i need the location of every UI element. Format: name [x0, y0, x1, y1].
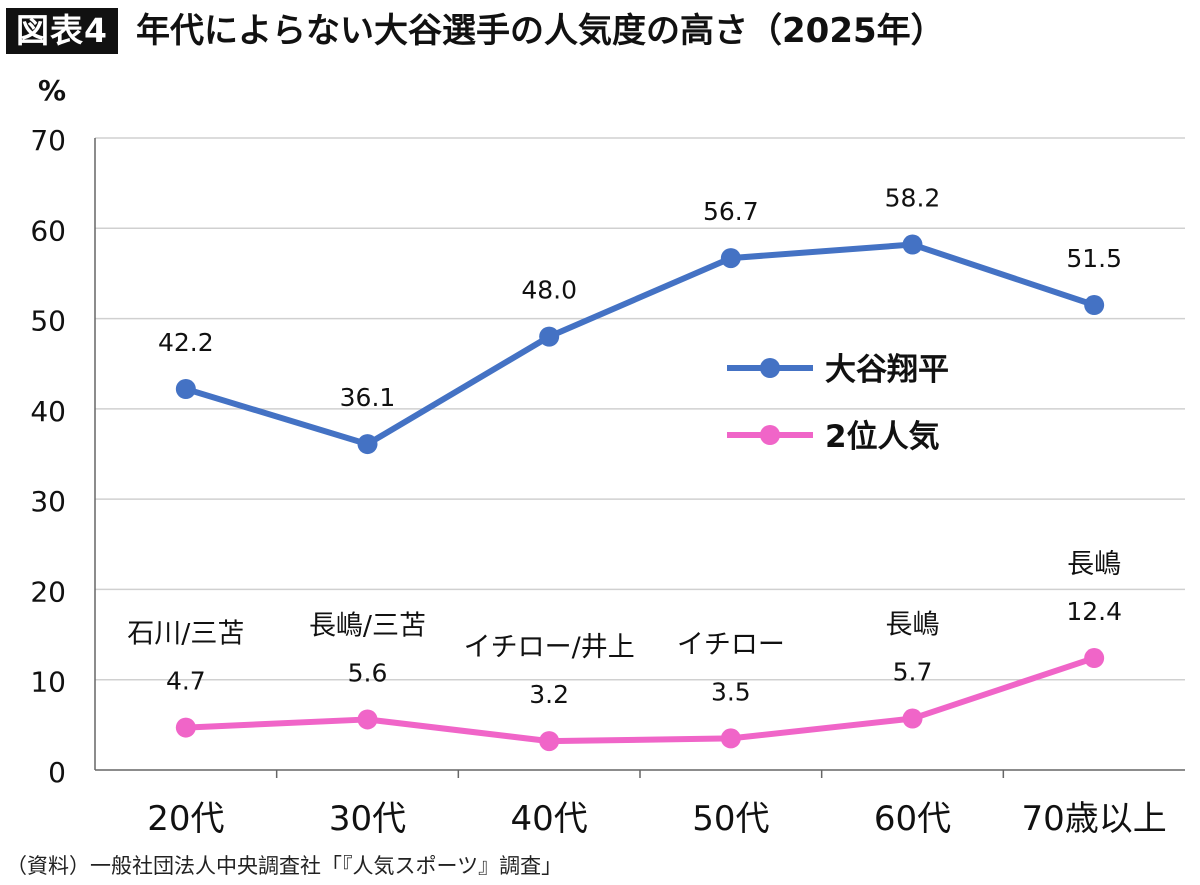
data-point	[1084, 648, 1105, 669]
legend-marker	[760, 358, 780, 378]
data-label: 36.1	[340, 383, 396, 412]
x-tick-label: 30代	[329, 799, 406, 839]
data-point	[902, 708, 923, 729]
data-label: 4.7	[166, 667, 206, 696]
legend-label: 大谷翔平	[825, 352, 949, 388]
y-tick-label: 10	[30, 666, 66, 699]
x-tick-label: 40代	[511, 799, 588, 839]
data-point	[175, 378, 196, 399]
point-annotation: 長嶋	[1067, 549, 1121, 580]
series-line-2	[185, 655, 1096, 745]
point-annotation: イチロー/井上	[464, 632, 635, 663]
figure-header: 図表4 年代によらない大谷選手の人気度の高さ（2025年）	[0, 0, 1200, 70]
data-label: 42.2	[158, 328, 214, 357]
point-annotation: 長嶋	[886, 610, 940, 641]
legend-marker	[760, 425, 780, 445]
y-tick-label: 20	[30, 575, 66, 608]
figure-number-tag: 図表4	[6, 8, 118, 54]
data-label: 48.0	[521, 276, 577, 305]
data-point	[720, 248, 741, 269]
y-tick-label: 50	[30, 305, 66, 338]
data-label: 3.2	[529, 680, 569, 709]
x-tick-label: 50代	[692, 799, 769, 839]
data-point	[175, 717, 196, 738]
y-tick-label: 60	[30, 214, 66, 247]
source-note: （資料）一般社団法人中央調査社「『人気スポーツ』調査」	[6, 854, 563, 878]
data-point	[1084, 295, 1105, 316]
data-point	[357, 709, 378, 730]
data-label: 3.5	[711, 677, 751, 706]
y-tick-label: 40	[30, 395, 66, 428]
x-tick-label: 20代	[147, 799, 224, 839]
point-annotation: イチロー	[677, 629, 785, 660]
data-point	[357, 434, 378, 455]
y-tick-label: 70	[30, 124, 66, 157]
x-tick-label: 70歳以上	[1022, 799, 1167, 839]
point-annotation: 石川/三苫	[127, 619, 244, 650]
data-label: 5.6	[348, 658, 388, 687]
figure-title: 年代によらない大谷選手の人気度の高さ（2025年）	[136, 11, 945, 51]
data-point	[902, 234, 923, 255]
data-point	[539, 326, 560, 347]
data-point	[539, 731, 560, 752]
data-label: 56.7	[703, 197, 759, 226]
legend-label: 2位人気	[825, 419, 940, 455]
data-point	[720, 728, 741, 749]
data-label: 51.5	[1066, 244, 1122, 273]
data-label: 58.2	[885, 184, 941, 213]
y-tick-label: 30	[30, 485, 66, 518]
y-tick-label: 0	[48, 756, 66, 789]
data-label: 5.7	[893, 658, 933, 687]
series-line-1	[184, 241, 1096, 448]
point-annotation: 長嶋/三苫	[309, 610, 426, 641]
data-label: 12.4	[1066, 597, 1122, 626]
x-tick-label: 60代	[874, 799, 951, 839]
y-axis-unit: %	[38, 74, 66, 107]
